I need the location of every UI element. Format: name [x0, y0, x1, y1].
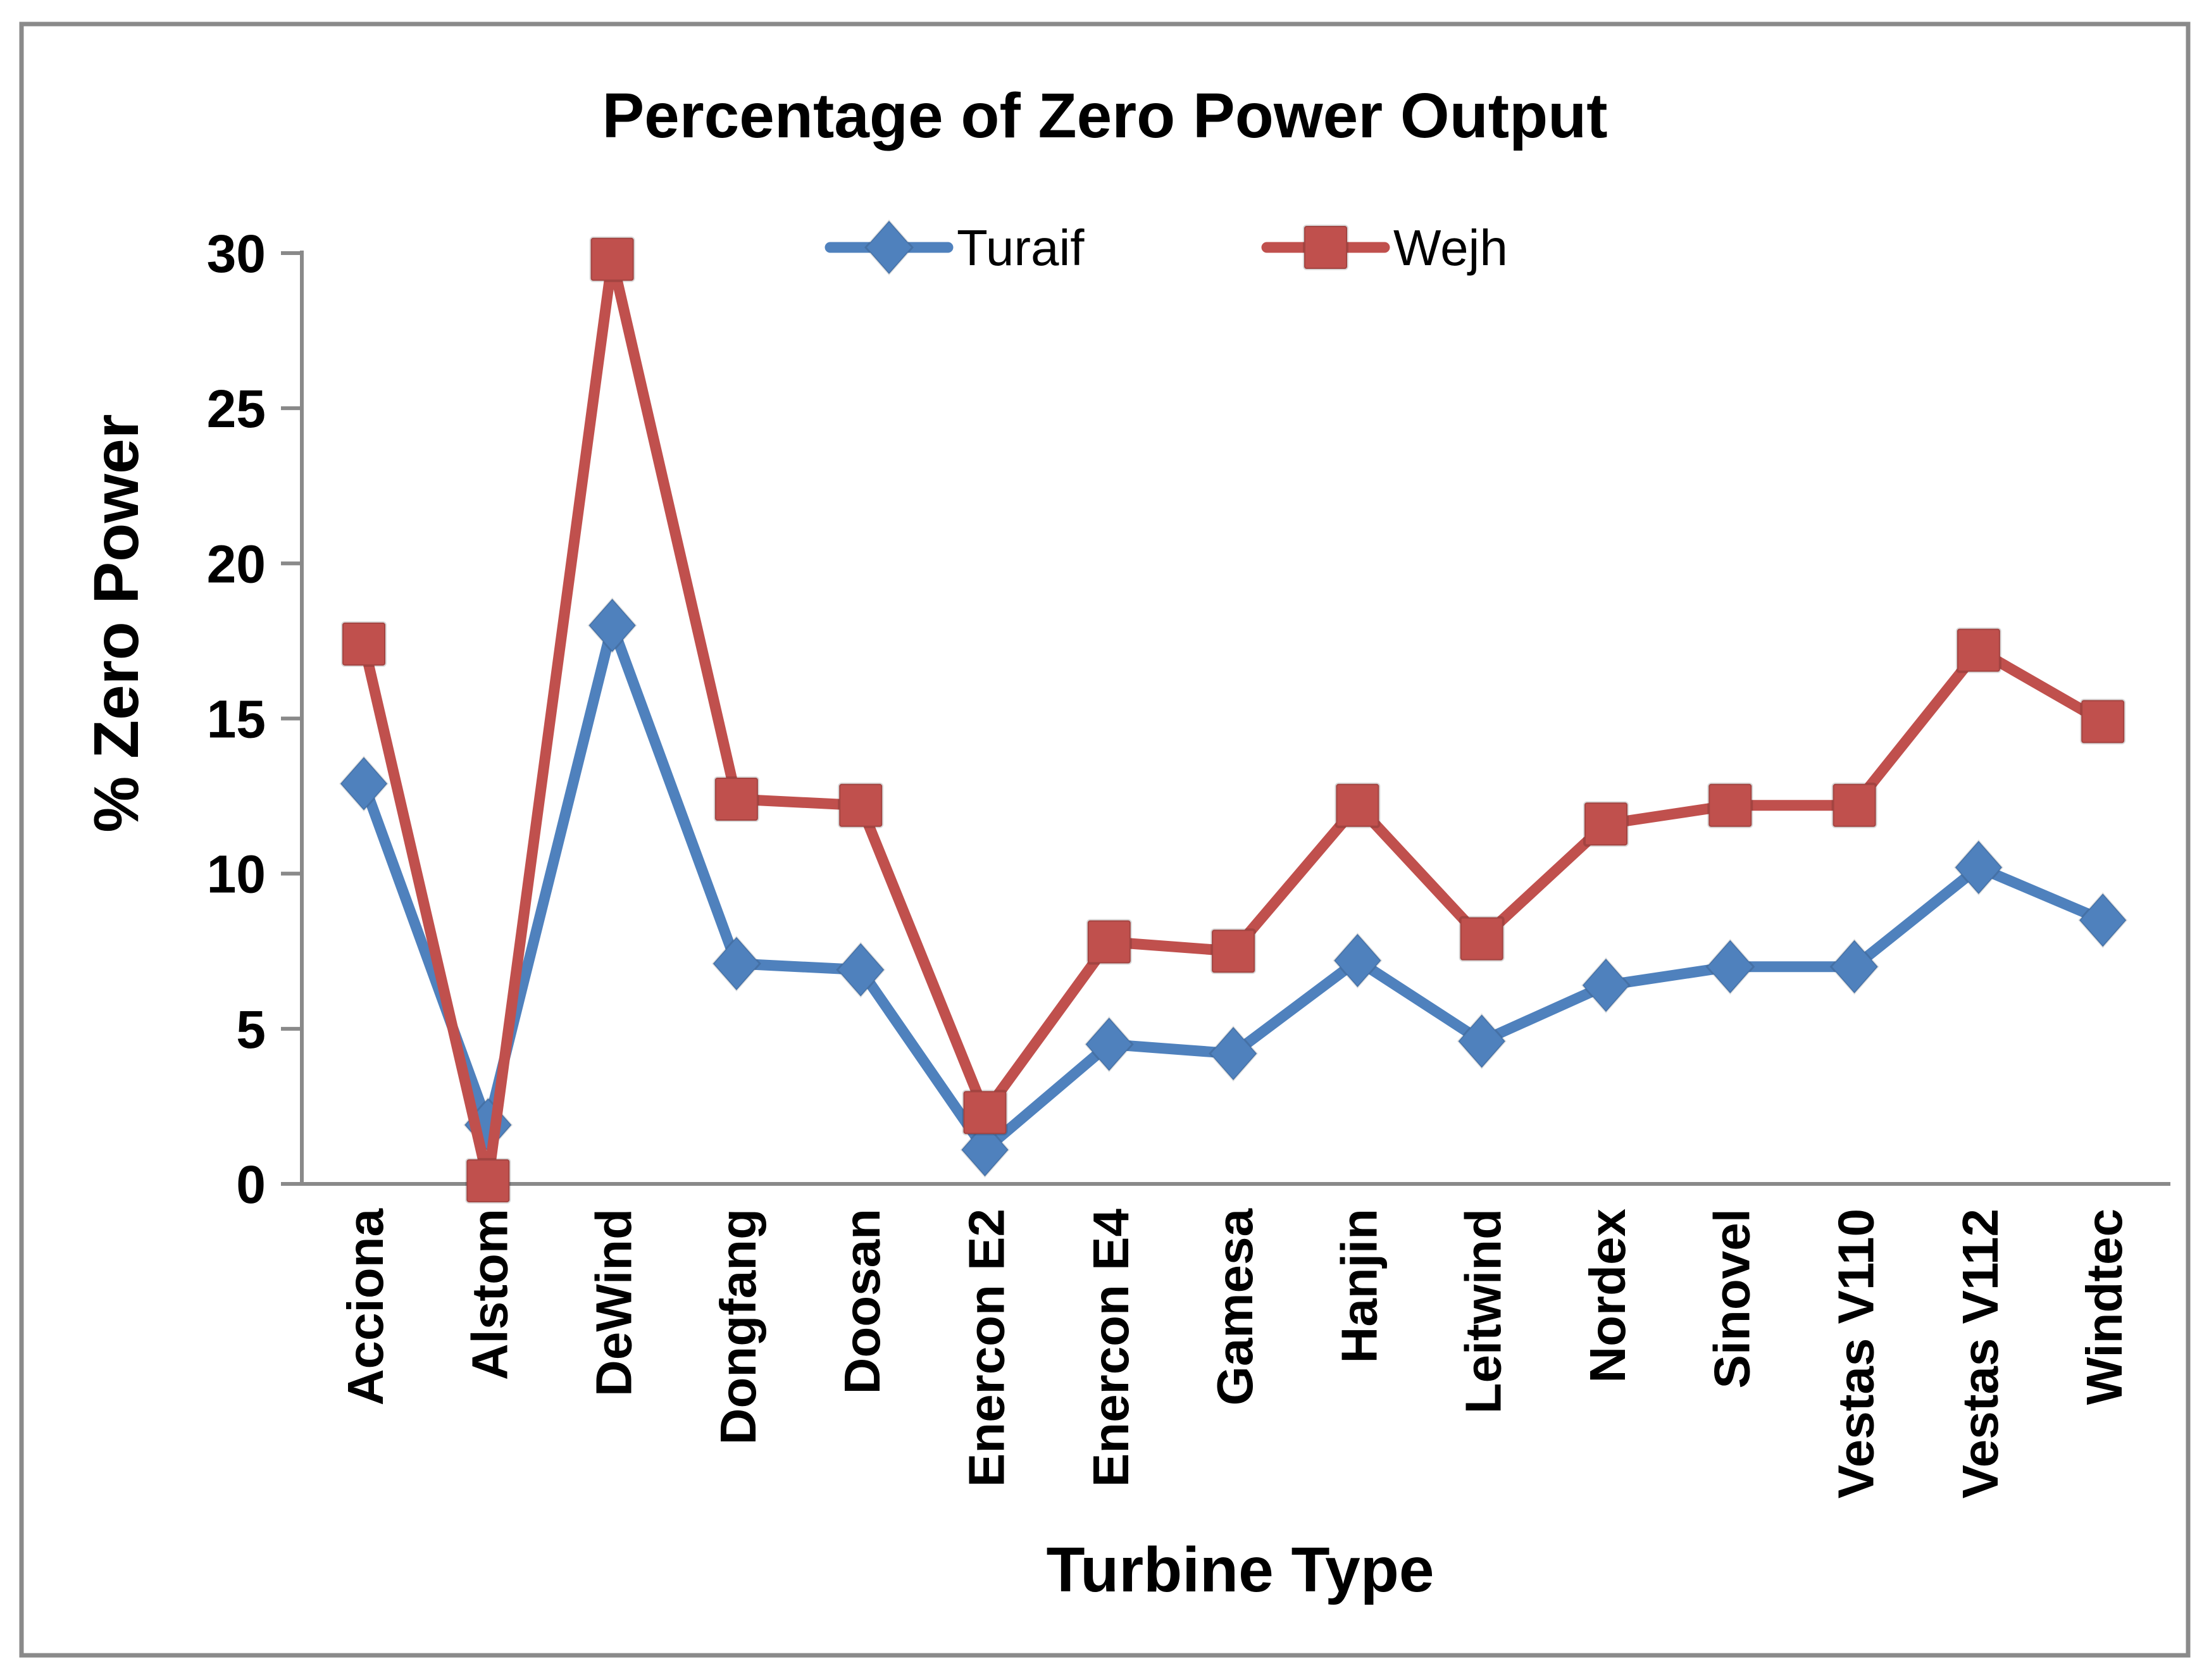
series-marker-turaif: [836, 942, 886, 998]
series-marker-turaif: [1953, 839, 2003, 896]
series-marker-turaif: [2078, 892, 2128, 949]
y-tick-label: 20: [207, 534, 266, 594]
series-marker-turaif: [711, 935, 761, 992]
series-marker-turaif: [960, 1121, 1010, 1178]
x-category-label: Enercon E4: [1083, 1208, 1139, 1487]
legend: Turaif Wejh: [824, 219, 1508, 276]
x-category-label: Doosan: [834, 1209, 890, 1394]
series-marker-turaif: [339, 756, 389, 812]
y-tick-label: 15: [207, 690, 266, 749]
series-marker-turaif: [1457, 1013, 1507, 1069]
x-category-label: Vestas V110: [1828, 1209, 1884, 1498]
x-category-label: Windtec: [2076, 1209, 2132, 1405]
series-marker-wejh: [465, 1158, 511, 1204]
series-marker-turaif: [1084, 1016, 1134, 1073]
series-marker-wejh: [713, 776, 759, 822]
x-category-label: Leitwind: [1455, 1209, 1512, 1414]
series-marker-wejh: [1335, 782, 1381, 828]
legend-label-turaif: Turaif: [957, 220, 1085, 276]
series-marker-wejh: [1086, 919, 1132, 965]
x-category-label: Nordex: [1579, 1209, 1636, 1383]
y-tick-label: 30: [207, 224, 266, 283]
x-category-label: Acciona: [337, 1209, 394, 1406]
series-marker-turaif: [1705, 938, 1755, 995]
series-marker-wejh: [1707, 782, 1753, 828]
series-marker-turaif: [1333, 932, 1383, 989]
y-tick-label: 5: [236, 1000, 266, 1059]
series-marker-turaif: [1829, 938, 1879, 995]
legend-item-wejh: Wejh: [1261, 220, 1508, 276]
y-tick-label: 10: [207, 845, 266, 904]
series-marker-wejh: [589, 236, 635, 282]
y-tick-label: 25: [207, 379, 266, 439]
series-marker-wejh: [962, 1090, 1008, 1136]
y-axis-title: % Zero Power: [81, 414, 152, 832]
series-marker-wejh: [2080, 699, 2126, 745]
series-marker-turaif: [587, 597, 637, 654]
x-category-label: Alstom: [461, 1209, 518, 1380]
series-marker-wejh: [1831, 782, 1877, 828]
y-tick-label: 0: [236, 1155, 266, 1214]
chart-title: Percentage of Zero Power Output: [602, 80, 1607, 151]
x-category-label: Sinovel: [1703, 1209, 1760, 1389]
legend-item-turaif: Turaif: [824, 219, 1085, 276]
plot-area: 0 5 10 15 20 25 30 Acciona Alstom DeWind Dongfang D…: [207, 224, 2170, 1498]
series-marker-turaif: [1581, 957, 1631, 1014]
series-marker-wejh: [838, 782, 884, 828]
x-category-label: Gamesa: [1207, 1208, 1263, 1405]
x-axis-title: Turbine Type: [1047, 1534, 1434, 1605]
series-marker-wejh: [1583, 801, 1629, 847]
outer-border: [19, 22, 2191, 1658]
x-category-label: Dongfang: [710, 1209, 766, 1445]
series-marker-wejh: [1955, 627, 2001, 673]
series-marker-wejh: [341, 621, 387, 667]
x-category-label: Enercon E2: [959, 1209, 1015, 1487]
legend-label-wejh: Wejh: [1393, 220, 1508, 276]
series-marker-turaif: [1209, 1025, 1259, 1082]
series-marker-wejh: [1210, 928, 1257, 974]
x-category-label: Hanjin: [1331, 1209, 1387, 1363]
x-category-label: DeWind: [586, 1209, 642, 1397]
x-category-label: Vestas V112: [1952, 1209, 2008, 1498]
legend-swatch-wejh: [1303, 225, 1348, 270]
series-marker-wejh: [1459, 916, 1505, 962]
legend-swatch-turaif: [864, 219, 914, 276]
